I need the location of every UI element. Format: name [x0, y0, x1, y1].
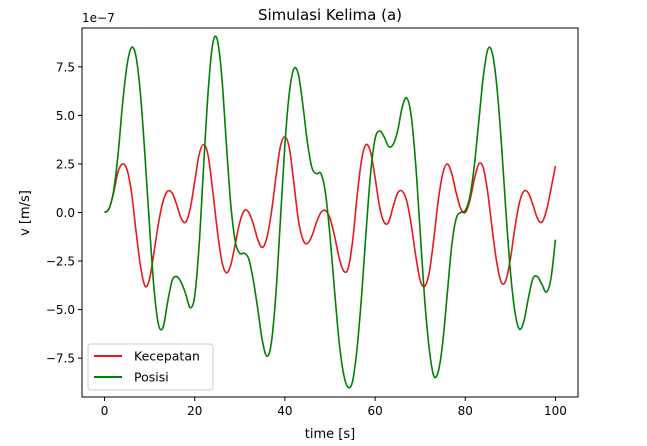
- y-tick-label: 5.0: [56, 109, 75, 123]
- y-axis-offset-text: 1e−7: [82, 11, 115, 25]
- y-tick-label: −7.5: [46, 352, 75, 366]
- chart-title: Simulasi Kelima (a): [258, 6, 402, 24]
- legend-label-kecepatan: Kecepatan: [134, 349, 200, 364]
- x-axis-label: time [s]: [305, 427, 355, 442]
- y-tick-label: −2.5: [46, 255, 75, 269]
- x-axis: 0 20 40 60 80 100: [101, 397, 567, 418]
- y-tick-label: 2.5: [56, 157, 75, 171]
- x-tick-label: 0: [101, 404, 109, 418]
- x-tick-label: 80: [458, 404, 473, 418]
- x-tick-label: 40: [277, 404, 292, 418]
- x-tick-label: 100: [544, 404, 567, 418]
- plot-series: [104, 35, 557, 389]
- y-axis: −7.5 −5.0 −2.5 0.0 2.5 5.0 7.5: [46, 60, 82, 366]
- legend-label-posisi: Posisi: [134, 370, 169, 385]
- x-tick-label: 20: [187, 404, 202, 418]
- x-tick-label: 60: [367, 404, 382, 418]
- y-tick-label: 0.0: [56, 206, 75, 220]
- series-line-posisi: [104, 35, 557, 389]
- y-tick-label: 7.5: [56, 60, 75, 74]
- y-axis-label: v [m/s]: [18, 190, 33, 236]
- series-line-kecepatan: [104, 135, 557, 288]
- y-tick-label: −5.0: [46, 303, 75, 317]
- legend: Kecepatan Posisi: [87, 343, 214, 391]
